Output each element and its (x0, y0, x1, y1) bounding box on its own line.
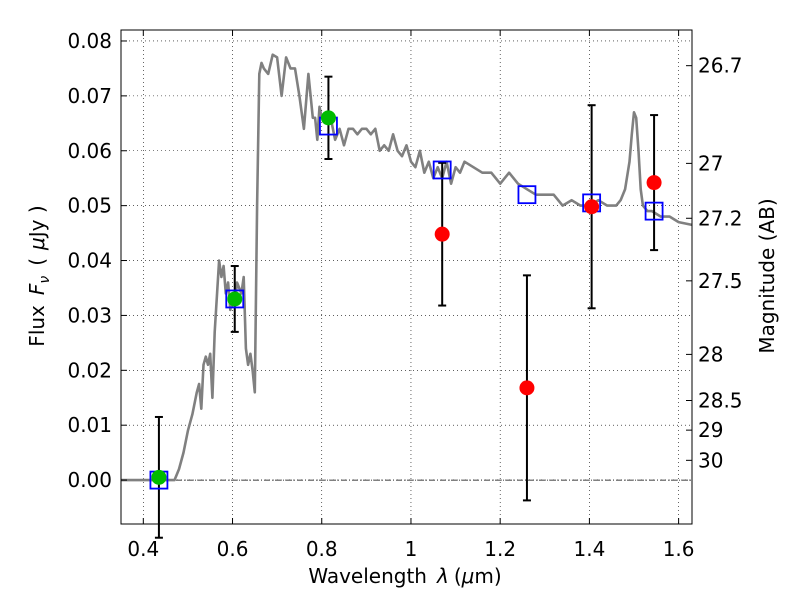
x-tick-label: 1 (405, 537, 418, 561)
x-tick-label: 1.4 (573, 537, 605, 561)
model-flux-marker (644, 201, 664, 221)
low-significance-point (434, 226, 450, 242)
y-tick-label: 0.08 (67, 29, 112, 53)
magnitude-tick-label: 30 (698, 448, 723, 472)
magnitude-tick-label: 28 (698, 342, 723, 366)
y-axis-label: FluxFν(μJy ) (25, 205, 53, 346)
magnitude-tick-label: 28.5 (698, 389, 743, 413)
low-significance-point (519, 380, 535, 396)
y-tick-label: 0.00 (67, 468, 112, 492)
y-tick-label: 0.05 (67, 194, 112, 218)
low-significance-point (584, 199, 600, 215)
magnitude-tick-label: 29 (698, 418, 723, 442)
magnitude-tick-label: 27.2 (698, 206, 743, 230)
model-flux-marker (225, 289, 245, 309)
magnitude-tick-label: 27 (698, 151, 723, 175)
model-flux-marker (517, 185, 537, 205)
detection-point (320, 110, 336, 126)
grid-lines (121, 30, 692, 524)
spectrum-group (121, 53, 693, 482)
x-tick-label: 0.4 (127, 537, 159, 561)
y-tick-label: 0.06 (67, 139, 112, 163)
x-tick-label: 1.6 (663, 537, 695, 561)
magnitude-tick-label: 26.7 (698, 54, 743, 78)
y-tick-label: 0.01 (67, 413, 112, 437)
x-tick-label: 0.8 (306, 537, 338, 561)
detection-point (151, 469, 167, 485)
y-tick-label: 0.03 (67, 303, 112, 327)
markers-group (149, 110, 664, 490)
model-flux-marker (432, 160, 452, 180)
y-tick-label: 0.04 (67, 249, 112, 273)
magnitude-tick-label: 27.5 (698, 269, 743, 293)
plot-frame (120, 29, 693, 525)
x-tick-label: 1.2 (484, 537, 516, 561)
axis-ticks (121, 30, 692, 524)
y-tick-label: 0.02 (67, 358, 112, 382)
low-significance-point (646, 175, 662, 191)
y-tick-label: 0.07 (67, 84, 112, 108)
spectrum-line (121, 53, 693, 482)
x-tick-label: 0.6 (217, 537, 249, 561)
magnitude-axis-label: Magnitude (AB) (755, 198, 779, 353)
tick-labels: 0.4 0.6 0.8 1 1.2 1.4 1.6 0.00 0.01 0.02 0.03 0.04 0… (67, 29, 742, 561)
x-axis-label: Wavelength λ (μm) (308, 564, 501, 588)
detection-point (227, 291, 243, 307)
